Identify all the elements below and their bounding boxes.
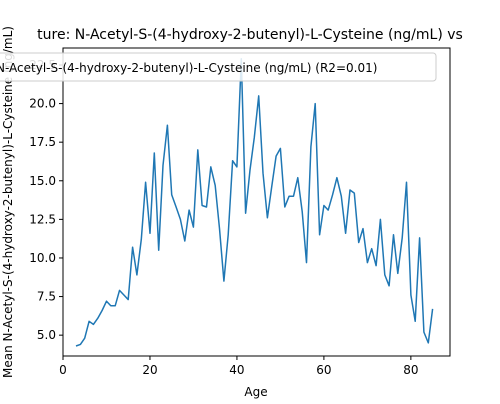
y-tick-label: 15.0: [29, 174, 56, 188]
y-tick-label: 10.0: [29, 251, 56, 265]
chart-title: ture: N-Acetyl-S-(4-hydroxy-2-butenyl)-L…: [37, 27, 463, 43]
plot-frame: [62, 47, 451, 357]
series-line: [75, 58, 434, 347]
y-tick-label: 12.5: [29, 212, 56, 226]
x-tick-label: 60: [316, 363, 331, 377]
y-axis-label: Mean N-Acetyl-S-(4-hydroxy-2-butenyl)-L-…: [1, 26, 15, 378]
x-axis-label: Age: [244, 385, 267, 399]
legend-box: [0, 52, 437, 82]
x-tick-label: 80: [403, 363, 418, 377]
x-tick-label: 40: [229, 363, 244, 377]
series-layer: [75, 58, 434, 347]
y-tick-label: 7.5: [37, 290, 56, 304]
x-tick-label: 20: [142, 363, 157, 377]
x-axis-ticks: 0 20 40 60 80: [59, 356, 419, 377]
legend: N-Acetyl-S-(4-hydroxy-2-butenyl)-L-Cyste…: [0, 52, 437, 82]
legend-entry-label: N-Acetyl-S-(4-hydroxy-2-butenyl)-L-Cyste…: [0, 61, 377, 75]
y-tick-label: 20.0: [29, 97, 56, 111]
y-tick-label: 5.0: [37, 328, 56, 342]
y-tick-label: 17.5: [29, 135, 56, 149]
x-tick-label: 0: [59, 363, 67, 377]
